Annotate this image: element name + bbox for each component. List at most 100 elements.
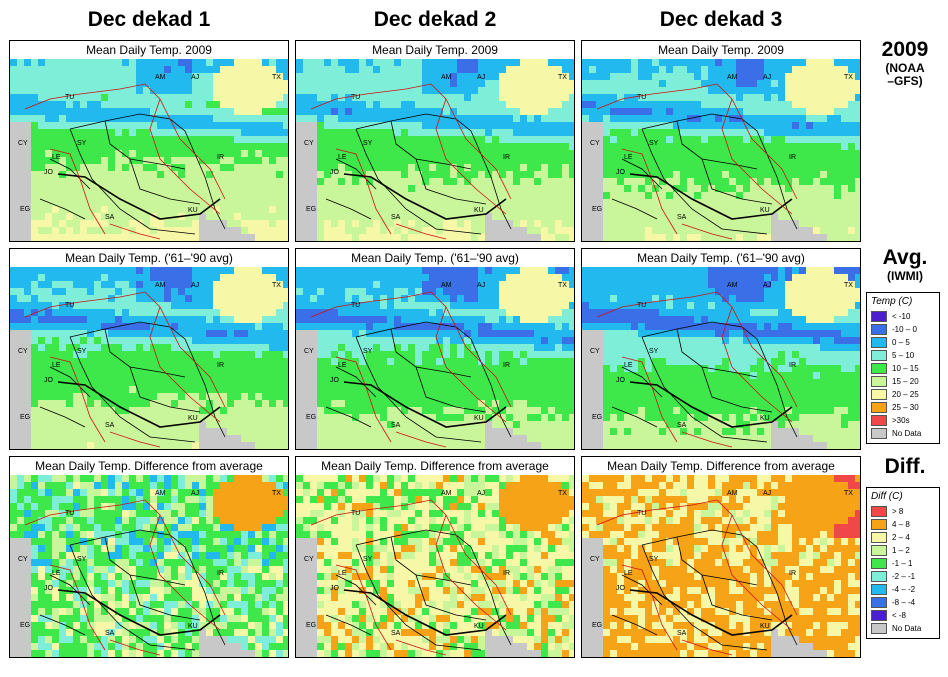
row-label-avg-source: (IWMI) <box>887 269 923 283</box>
country-label: JO <box>616 169 626 176</box>
country-label: IR <box>789 570 796 577</box>
country-label: JO <box>330 585 340 592</box>
country-label: SY <box>77 348 87 355</box>
country-label: AM <box>155 74 166 81</box>
country-label: AJ <box>477 282 485 289</box>
country-label: JO <box>44 377 54 384</box>
country-label: SA <box>391 214 401 221</box>
legend-swatch <box>871 402 887 413</box>
country-label: AM <box>155 282 166 289</box>
map-panel-tempavg-dekad-1: Mean Daily Temp. ('61–'90 avg) AM AJ TX TU CY… <box>9 248 289 450</box>
legend-swatch <box>871 506 887 517</box>
country-label: EG <box>592 414 602 421</box>
panel-title: Mean Daily Temp. ('61–'90 avg) <box>296 249 574 268</box>
country-label: KU <box>760 207 770 214</box>
country-label: AM <box>441 74 452 81</box>
country-label: AJ <box>763 282 771 289</box>
country-label: KU <box>474 415 484 422</box>
panel-title: Mean Daily Temp. Difference from average <box>296 457 574 476</box>
country-label: JO <box>616 377 626 384</box>
country-label: EG <box>306 206 316 213</box>
country-label: LE <box>338 362 347 369</box>
legend-entry: > 8 <box>871 505 935 518</box>
difference-legend-title: Diff (C) <box>871 491 903 502</box>
country-label: IR <box>217 362 224 369</box>
country-label: LE <box>52 570 61 577</box>
country-label: CY <box>18 140 28 147</box>
country-label: LE <box>624 570 633 577</box>
country-label: CY <box>590 348 600 355</box>
country-label: JO <box>616 585 626 592</box>
country-label: LE <box>52 154 61 161</box>
country-label: SY <box>649 556 659 563</box>
country-label: TX <box>844 74 853 81</box>
country-label: AJ <box>477 490 485 497</box>
panel-title: Mean Daily Temp. Difference from average <box>10 457 288 476</box>
country-label: SY <box>363 140 373 147</box>
country-label: JO <box>330 169 340 176</box>
country-label: AM <box>727 74 738 81</box>
legend-swatch <box>871 519 887 530</box>
country-label: CY <box>304 348 314 355</box>
country-label: IR <box>503 154 510 161</box>
legend-entry: 20 – 25 <box>871 388 935 401</box>
country-label: SA <box>391 422 401 429</box>
country-label: KU <box>474 207 484 214</box>
legend-label: 0 – 5 <box>892 338 910 347</box>
map-panel-diff-dekad-3: Mean Daily Temp. Difference from average… <box>581 456 861 658</box>
country-label: JO <box>330 377 340 384</box>
legend-entry: < -8 <box>871 609 935 622</box>
map-image: AM AJ TX TU CY SY LE IR JO EG SA KU <box>10 59 288 241</box>
legend-label: > 8 <box>892 507 904 516</box>
legend-swatch <box>871 610 887 621</box>
country-label: TU <box>351 302 360 309</box>
legend-entry: No Data <box>871 622 935 635</box>
column-title-dekad-2: Dec dekad 2 <box>373 8 497 31</box>
country-label: KU <box>188 207 198 214</box>
country-label: TU <box>65 302 74 309</box>
country-label: SY <box>77 140 87 147</box>
country-label: AJ <box>191 490 199 497</box>
country-label: CY <box>590 140 600 147</box>
country-label: CY <box>18 556 28 563</box>
legend-label: 15 – 20 <box>892 377 919 386</box>
legend-entry: 2 – 4 <box>871 531 935 544</box>
legend-label: 1 – 2 <box>892 546 910 555</box>
legend-entry: 1 – 2 <box>871 544 935 557</box>
legend-label: -4 – -2 <box>892 585 916 594</box>
legend-label: -1 – 1 <box>892 559 913 568</box>
legend-entry: 15 – 20 <box>871 375 935 388</box>
country-label: CY <box>590 556 600 563</box>
panel-title: Mean Daily Temp. 2009 <box>296 41 574 60</box>
country-label: SA <box>105 214 115 221</box>
country-label: JO <box>44 169 54 176</box>
country-label: EG <box>20 206 30 213</box>
legend-label: 25 – 30 <box>892 403 919 412</box>
legend-entry: 10 – 15 <box>871 362 935 375</box>
legend-entry: 0 – 5 <box>871 336 935 349</box>
country-label: LE <box>338 570 347 577</box>
panel-title: Mean Daily Temp. 2009 <box>582 41 860 60</box>
country-label: TU <box>65 510 74 517</box>
legend-swatch <box>871 584 887 595</box>
map-panel-diff-dekad-1: Mean Daily Temp. Difference from average… <box>9 456 289 658</box>
country-label: SY <box>649 348 659 355</box>
legend-label: 20 – 25 <box>892 390 919 399</box>
legend-label: 10 – 15 <box>892 364 919 373</box>
country-label: IR <box>217 154 224 161</box>
row-label-2009-title: 2009 <box>881 38 929 61</box>
legend-label: 4 – 8 <box>892 520 910 529</box>
country-label: SA <box>677 422 687 429</box>
country-label: AM <box>727 282 738 289</box>
country-label: AJ <box>191 282 199 289</box>
map-panel-tempavg-dekad-2: Mean Daily Temp. ('61–'90 avg) AM AJ TX TU CY… <box>295 248 575 450</box>
map-panel-diff-dekad-2: Mean Daily Temp. Difference from average… <box>295 456 575 658</box>
country-label: TX <box>558 74 567 81</box>
country-label: AM <box>727 490 738 497</box>
country-label: AJ <box>191 74 199 81</box>
map-image: AM AJ TX TU CY SY LE IR JO EG SA KU <box>582 475 860 657</box>
panel-title: Mean Daily Temp. ('61–'90 avg) <box>10 249 288 268</box>
country-label: IR <box>789 154 796 161</box>
map-image: AM AJ TX TU CY SY LE IR JO EG SA KU <box>296 267 574 449</box>
country-label: EG <box>20 414 30 421</box>
